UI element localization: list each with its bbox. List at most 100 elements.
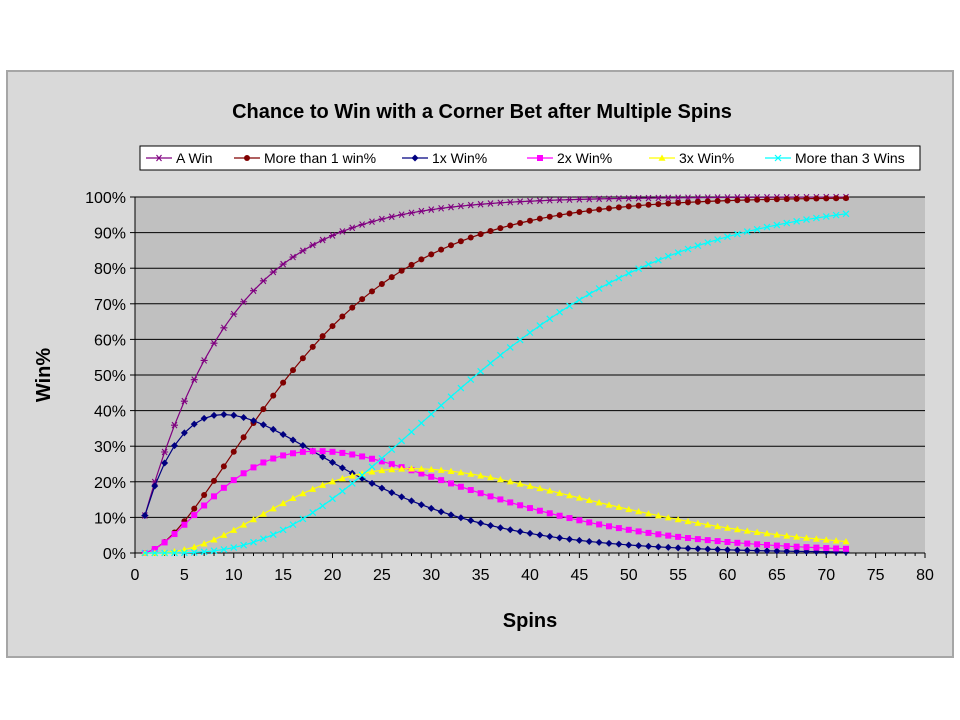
data-point — [575, 494, 583, 501]
data-point — [546, 213, 553, 220]
data-point — [181, 521, 188, 528]
data-point — [615, 525, 622, 532]
data-point — [812, 548, 820, 556]
y-axis-title: Win% — [33, 348, 55, 402]
chart-frame: Chance to Win with a Corner Bet after Mu… — [6, 70, 954, 658]
data-point — [793, 533, 801, 540]
data-point — [743, 527, 751, 534]
data-point — [447, 467, 455, 474]
x-tick-label: 25 — [373, 567, 391, 584]
data-point — [210, 536, 218, 543]
data-point — [210, 411, 218, 419]
data-point — [684, 544, 692, 552]
data-point — [783, 196, 790, 203]
data-point — [517, 502, 524, 509]
y-tick-label: 20% — [94, 475, 126, 492]
data-point — [378, 454, 386, 462]
data-point — [585, 496, 593, 504]
data-point — [279, 499, 287, 507]
data-point — [270, 392, 277, 399]
data-point — [724, 524, 731, 531]
data-point — [279, 431, 287, 439]
data-point — [309, 509, 317, 517]
data-point — [427, 206, 435, 214]
data-point — [388, 446, 396, 454]
legend-label: More than 1 win% — [264, 150, 376, 166]
data-point — [496, 351, 504, 359]
x-tick-label: 65 — [768, 567, 786, 584]
data-point — [418, 470, 425, 477]
data-point — [408, 428, 415, 436]
legend-item: More than 1 win% — [234, 150, 376, 166]
data-point — [210, 339, 218, 347]
data-point — [467, 487, 474, 494]
data-point — [171, 442, 178, 450]
data-point — [753, 547, 761, 555]
data-point — [487, 227, 494, 234]
data-point — [566, 196, 573, 204]
data-point — [625, 505, 633, 513]
x-tick-label: 20 — [324, 567, 342, 584]
data-point — [250, 417, 257, 425]
data-point — [576, 209, 583, 216]
data-point — [832, 537, 840, 544]
y-tick-label: 50% — [94, 368, 126, 385]
data-point — [605, 501, 613, 508]
data-point — [280, 379, 287, 386]
data-point — [635, 528, 642, 535]
data-point — [477, 200, 485, 208]
data-point — [546, 510, 553, 517]
data-point — [832, 211, 840, 219]
data-point — [200, 357, 208, 364]
data-point — [408, 209, 415, 217]
data-point — [427, 465, 435, 473]
data-point — [299, 515, 307, 523]
data-point — [141, 549, 149, 557]
data-point — [734, 197, 741, 204]
data-point — [220, 463, 227, 470]
data-point — [654, 256, 662, 264]
data-point — [793, 217, 801, 225]
y-tick-label: 100% — [85, 190, 126, 207]
data-point — [664, 252, 672, 260]
data-point — [240, 521, 248, 528]
data-point — [507, 499, 514, 506]
data-point — [200, 548, 208, 556]
data-point — [427, 504, 435, 512]
data-point — [299, 355, 306, 362]
data-point — [338, 487, 346, 495]
data-point — [250, 464, 257, 471]
data-point — [398, 465, 406, 472]
data-point — [437, 401, 445, 409]
data-point — [674, 515, 682, 523]
data-point — [606, 523, 612, 530]
data-point — [250, 515, 257, 523]
x-tick-label: 55 — [669, 567, 687, 584]
data-point — [615, 204, 622, 211]
data-point — [625, 269, 633, 277]
data-point — [378, 466, 386, 474]
data-point — [230, 526, 238, 533]
data-point — [180, 397, 188, 405]
data-point — [536, 507, 543, 514]
data-point — [586, 519, 593, 526]
data-point — [793, 543, 800, 550]
x-tick-label: 60 — [719, 567, 737, 584]
data-point — [625, 195, 633, 202]
data-point — [635, 542, 643, 550]
data-point — [240, 413, 248, 421]
chart: Chance to Win with a Corner Bet after Mu… — [33, 101, 934, 632]
data-point — [388, 274, 395, 281]
data-point — [556, 308, 564, 316]
data-point — [180, 549, 188, 557]
series-exact2 — [141, 448, 849, 556]
data-point — [408, 465, 415, 472]
data-point — [694, 519, 702, 526]
data-point — [724, 233, 731, 241]
data-point — [369, 288, 375, 295]
data-point — [428, 473, 435, 480]
data-point — [763, 547, 771, 555]
data-point — [645, 194, 652, 202]
data-point — [744, 196, 751, 203]
data-point — [259, 535, 267, 543]
